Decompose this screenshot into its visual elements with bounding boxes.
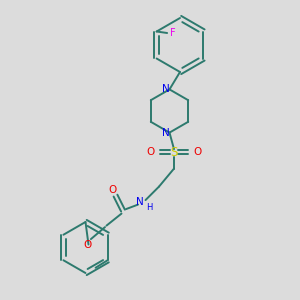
Text: N: N [136, 196, 144, 207]
Text: O: O [146, 147, 155, 157]
Text: O: O [83, 239, 91, 250]
Text: O: O [193, 147, 202, 157]
Text: O: O [108, 184, 117, 195]
Text: S: S [170, 146, 178, 159]
Text: F: F [170, 28, 176, 38]
Text: N: N [162, 128, 170, 138]
Text: H: H [146, 203, 152, 212]
Text: N: N [162, 84, 170, 94]
